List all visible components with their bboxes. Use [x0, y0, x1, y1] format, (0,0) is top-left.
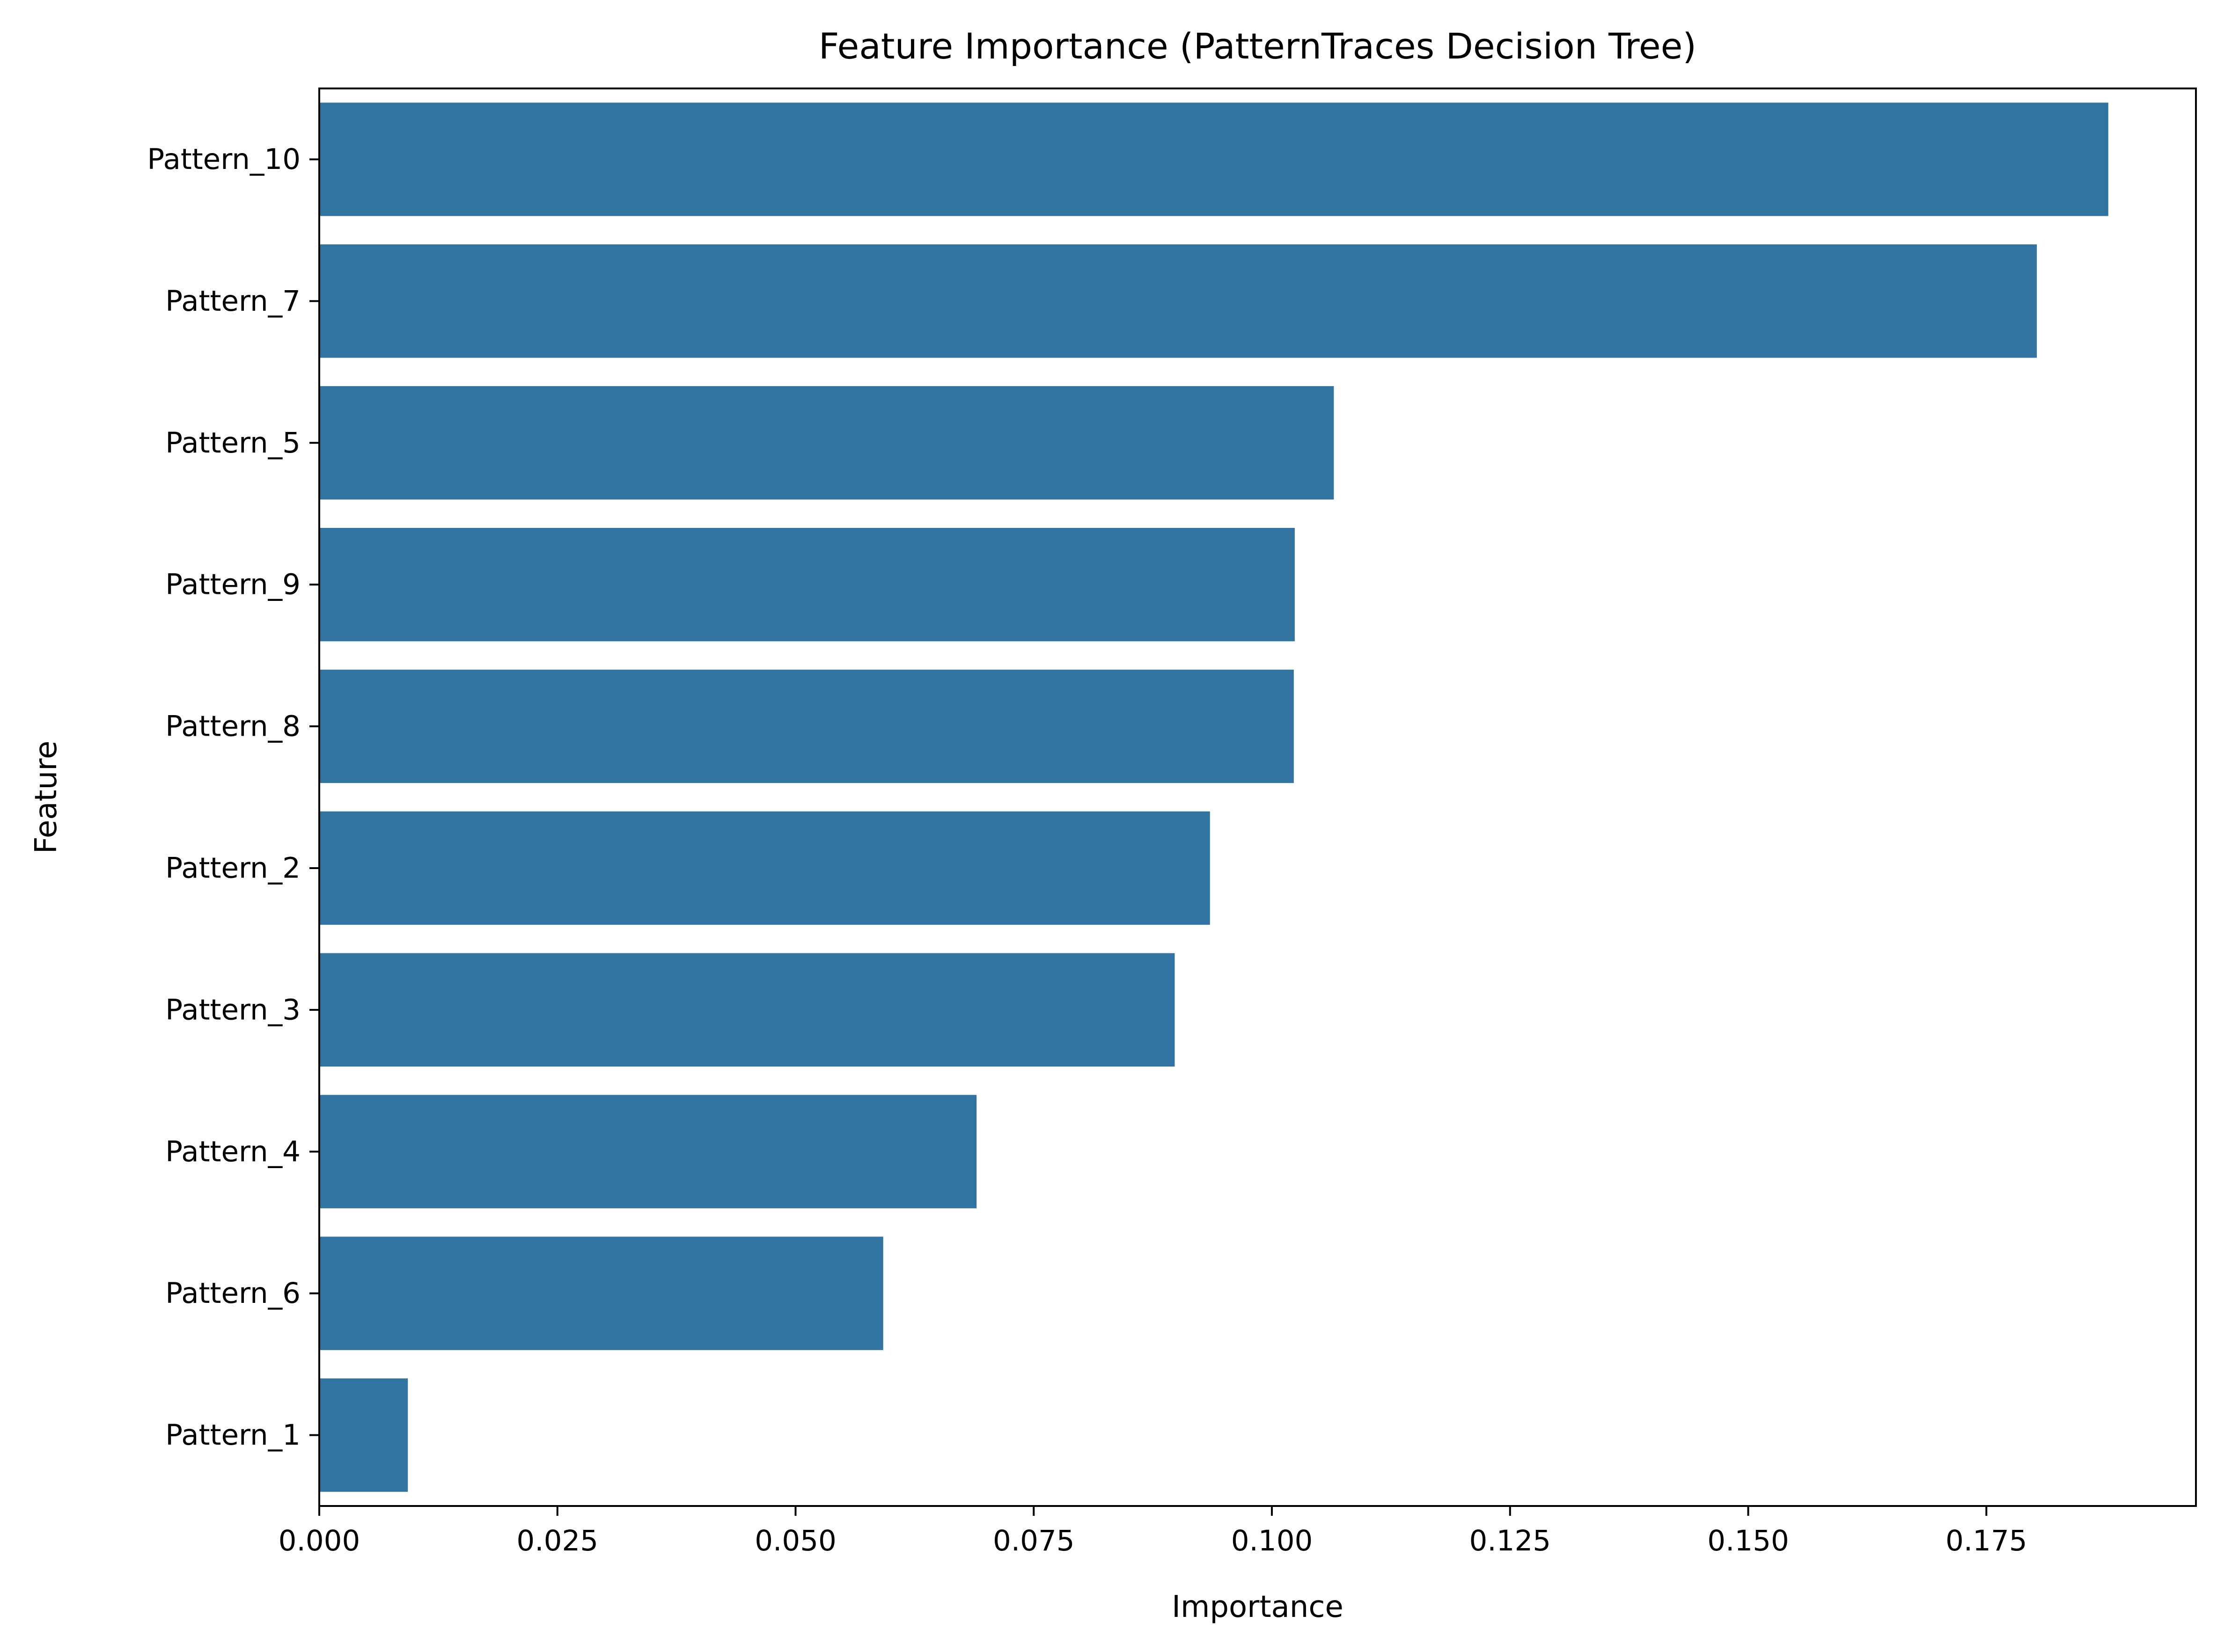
- y-tick-label: Pattern_7: [165, 285, 301, 318]
- y-tick-label: Pattern_8: [165, 710, 301, 743]
- x-tick-label: 0.150: [1707, 1524, 1789, 1557]
- y-tick-label: Pattern_1: [165, 1418, 301, 1452]
- bar-pattern-9: [319, 527, 1295, 642]
- bar-pattern-7: [319, 244, 2037, 358]
- plot-frame: [318, 88, 2197, 1507]
- x-tick-label: 0.075: [993, 1524, 1075, 1557]
- bar-pattern-1: [319, 1378, 408, 1492]
- x-tick-label: 0.175: [1945, 1524, 2027, 1557]
- bar-pattern-2: [319, 811, 1210, 925]
- bar-pattern-3: [319, 953, 1175, 1067]
- x-tick-label: 0.100: [1231, 1524, 1313, 1557]
- bar-pattern-5: [319, 386, 1334, 500]
- bar-pattern-10: [319, 102, 2108, 216]
- chart-title: Feature Importance (PatternTraces Decisi…: [819, 25, 1696, 67]
- x-tick-label: 0.125: [1469, 1524, 1551, 1557]
- y-tick-label: Pattern_10: [147, 143, 301, 176]
- x-ticks: 0.000 0.025 0.050 0.075 0.100 0.125 0.150 0.175: [279, 1506, 2027, 1557]
- x-tick-label: 0.025: [516, 1524, 598, 1557]
- y-tick-label: Pattern_3: [165, 993, 301, 1026]
- x-tick-label: 0.050: [755, 1524, 837, 1557]
- y-tick-label: Pattern_5: [165, 426, 301, 460]
- y-tick-label: Pattern_9: [165, 568, 301, 601]
- y-tick-label: Pattern_6: [165, 1277, 301, 1310]
- bars-layer: [319, 102, 2108, 1492]
- bar-pattern-6: [319, 1236, 883, 1350]
- y-ticks: Pattern_10 Pattern_7 Pattern_5 Pattern_9 Pat…: [147, 143, 319, 1452]
- y-axis-label: Feature: [29, 741, 64, 854]
- y-tick-label: Pattern_2: [165, 851, 301, 884]
- bar-pattern-4: [319, 1095, 977, 1208]
- y-tick-label: Pattern_4: [165, 1135, 301, 1168]
- x-tick-label: 0.000: [279, 1524, 360, 1557]
- bar-pattern-8: [319, 669, 1294, 783]
- x-axis-label: Importance: [1172, 1590, 1343, 1624]
